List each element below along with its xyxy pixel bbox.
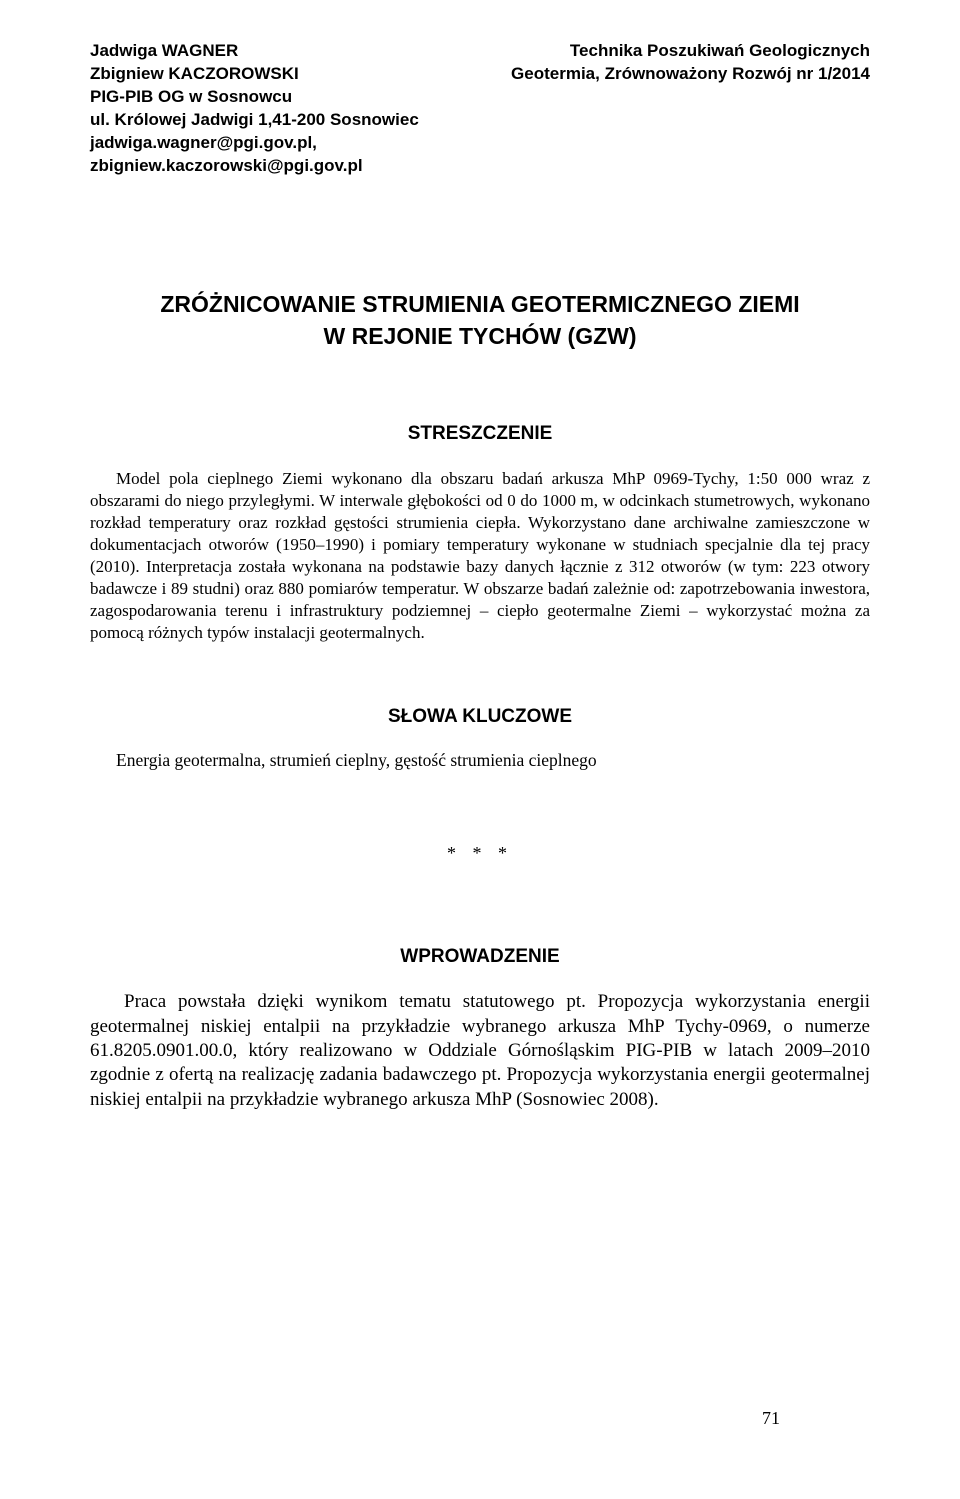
abstract-text: Model pola cieplnego Ziemi wykonano dla … — [90, 468, 870, 645]
intro-paragraph: Praca powstała dzięki wynikom tematu sta… — [90, 990, 870, 1112]
abstract-block: Model pola cieplnego Ziemi wykonano dla … — [90, 468, 870, 645]
article-title: ZRÓŻNICOWANIE STRUMIENIA GEOTERMICZNEGO … — [90, 288, 870, 352]
email-2: zbigniew.kaczorowski@pgi.gov.pl — [90, 155, 419, 178]
keywords-heading: SŁOWA KLUCZOWE — [90, 705, 870, 729]
title-line-2: W REJONIE TYCHÓW (GZW) — [90, 320, 870, 352]
page-header: Jadwiga WAGNER Zbigniew KACZOROWSKI PIG-… — [90, 40, 870, 178]
journal-issue: Geotermia, Zrównoważony Rozwój nr 1/2014 — [511, 63, 870, 86]
address-line: ul. Królowej Jadwigi 1,41-200 Sosnowiec — [90, 109, 419, 132]
section-divider-stars: * * * — [90, 842, 870, 865]
keywords-text: Energia geotermalna, strumień cieplny, g… — [90, 750, 870, 772]
page-number: 71 — [762, 1407, 780, 1430]
header-left-block: Jadwiga WAGNER Zbigniew KACZOROWSKI PIG-… — [90, 40, 419, 178]
header-right-block: Technika Poszukiwań Geologicznych Geoter… — [511, 40, 870, 86]
journal-name: Technika Poszukiwań Geologicznych — [511, 40, 870, 63]
abstract-heading: STRESZCZENIE — [90, 422, 870, 446]
author-name-2: Zbigniew KACZOROWSKI — [90, 63, 419, 86]
author-name-1: Jadwiga WAGNER — [90, 40, 419, 63]
affiliation: PIG-PIB OG w Sosnowcu — [90, 86, 419, 109]
email-1: jadwiga.wagner@pgi.gov.pl, — [90, 132, 419, 155]
title-line-1: ZRÓŻNICOWANIE STRUMIENIA GEOTERMICZNEGO … — [90, 288, 870, 320]
intro-heading: WPROWADZENIE — [90, 945, 870, 969]
